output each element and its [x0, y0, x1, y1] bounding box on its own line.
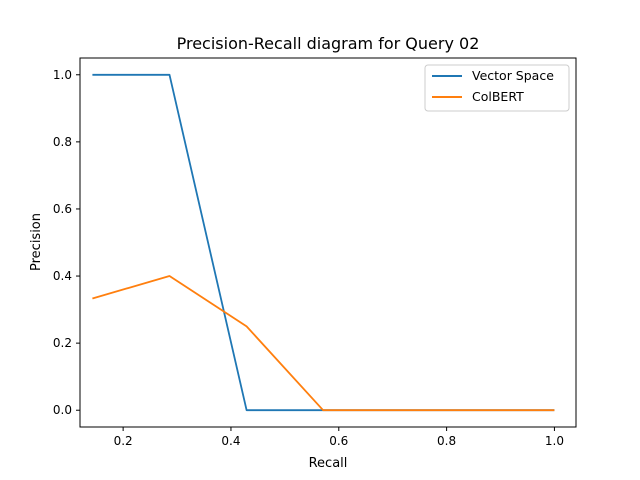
y-tick-label: 0.2 — [53, 336, 72, 350]
y-tick-label: 0.0 — [53, 403, 72, 417]
y-tick-label: 0.6 — [53, 202, 72, 216]
chart-title: Precision-Recall diagram for Query 02 — [177, 34, 480, 53]
y-tick-label: 0.8 — [53, 135, 72, 149]
y-tick-label: 1.0 — [53, 68, 72, 82]
x-tick-label: 0.6 — [329, 434, 348, 448]
y-axis-label: Precision — [29, 213, 44, 271]
legend: Vector Space ColBERT — [424, 64, 570, 112]
x-tick-label: 0.8 — [437, 434, 456, 448]
x-tick-label: 0.2 — [114, 434, 133, 448]
series-line-vector-space — [92, 73, 555, 412]
plot-lines — [92, 73, 555, 412]
y-tick-label: 0.4 — [53, 269, 72, 283]
x-axis-ticks: 0.2 0.4 0.6 0.8 1.0 — [114, 427, 564, 448]
legend-label-vector-space: Vector Space — [472, 68, 554, 83]
y-axis-ticks: 0.0 0.2 0.4 0.6 0.8 1.0 — [53, 68, 80, 417]
axes-frame — [79, 57, 577, 428]
x-tick-label: 1.0 — [545, 434, 564, 448]
series-line-colbert — [92, 275, 555, 412]
legend-label-colbert: ColBERT — [472, 89, 524, 104]
x-axis-label: Recall — [309, 456, 348, 471]
x-tick-label: 0.4 — [221, 434, 240, 448]
